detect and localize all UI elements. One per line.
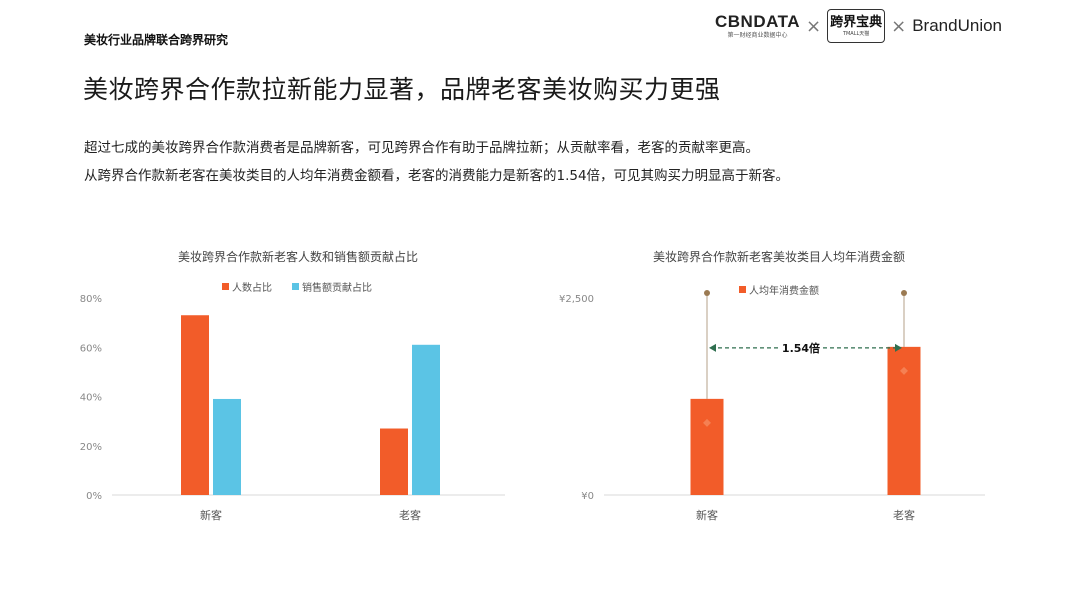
x-tick-label: 老客 (893, 508, 915, 522)
bar-headcount-0 (181, 315, 209, 495)
description-line: 从跨界合作款新老客在美妆类目的人均年消费金额看，老客的消费能力是新客的1.54倍… (84, 168, 790, 184)
cbndata-logo-subtext: 第一财经商业数据中心 (727, 32, 788, 39)
chart-title: 美妆跨界合作款新老客人数和销售额贡献占比 (178, 249, 418, 264)
legend-label: 人均年消费金额 (749, 284, 819, 297)
y-tick-label: 20% (80, 442, 102, 453)
partner-logos: CBNDATA 第一财经商业数据中心 × 跨界宝典 TMALL天猫 × Bran… (715, 8, 1002, 44)
x-tick-label: 新客 (696, 508, 718, 522)
legend-swatch (222, 283, 229, 290)
description-line: 超过七成的美妆跨界合作款消费者是品牌新客，可见跨界合作有助于品牌拉新；从贡献率看… (84, 140, 759, 156)
legend-swatch (739, 286, 746, 293)
annotation-label: 1.54倍 (782, 341, 820, 355)
bar-spending-0 (690, 398, 724, 495)
y-tick-label: 80% (80, 294, 102, 305)
tmall-logo: 跨界宝典 TMALL天猫 (827, 9, 886, 43)
page-title: 美妆跨界合作款拉新能力显著，品牌老客美妆购买力更强 (83, 75, 721, 104)
arrow-left-icon (709, 343, 716, 352)
y-tick-label: ¥2,500 (559, 294, 594, 305)
section-label: 美妆行业品牌联合跨界研究 (84, 33, 229, 47)
legend-swatch (292, 283, 299, 290)
description: 超过七成的美妆跨界合作款消费者是品牌新客，可见跨界合作有助于品牌拉新；从贡献率看… (84, 134, 789, 190)
legend-label: 人数占比 (232, 281, 272, 294)
tmall-logo-text: 跨界宝典 (830, 14, 883, 30)
y-tick-label: 40% (80, 393, 102, 404)
cbndata-logo-text: CBNDATA (715, 12, 801, 31)
marker-dot (901, 290, 907, 296)
marker-dot (704, 290, 710, 296)
y-tick-label: 0% (86, 491, 102, 502)
bar-sales-1 (412, 344, 440, 495)
annotation-bg (779, 338, 823, 357)
arrow-right-icon (895, 343, 902, 352)
brandunion-logo: BrandUnion (912, 16, 1002, 35)
bar-inner-marker (703, 418, 711, 427)
bar-headcount-1 (380, 428, 408, 495)
cbndata-logo: CBNDATA 第一财经商业数据中心 (715, 13, 800, 39)
legend-label: 销售额贡献占比 (302, 281, 372, 294)
x-tick-label: 老客 (399, 508, 421, 522)
tmall-logo-subtext: TMALL天猫 (842, 30, 870, 37)
times-icon: × (806, 15, 822, 37)
times-icon: × (891, 15, 907, 37)
y-tick-label: ¥0 (581, 491, 594, 502)
bar-inner-marker (900, 366, 908, 375)
y-tick-label: 60% (80, 343, 102, 354)
bar-sales-0 (213, 398, 241, 495)
chart-title: 美妆跨界合作款新老客美妆类目人均年消费金额 (653, 249, 905, 264)
x-tick-label: 新客 (200, 508, 222, 522)
